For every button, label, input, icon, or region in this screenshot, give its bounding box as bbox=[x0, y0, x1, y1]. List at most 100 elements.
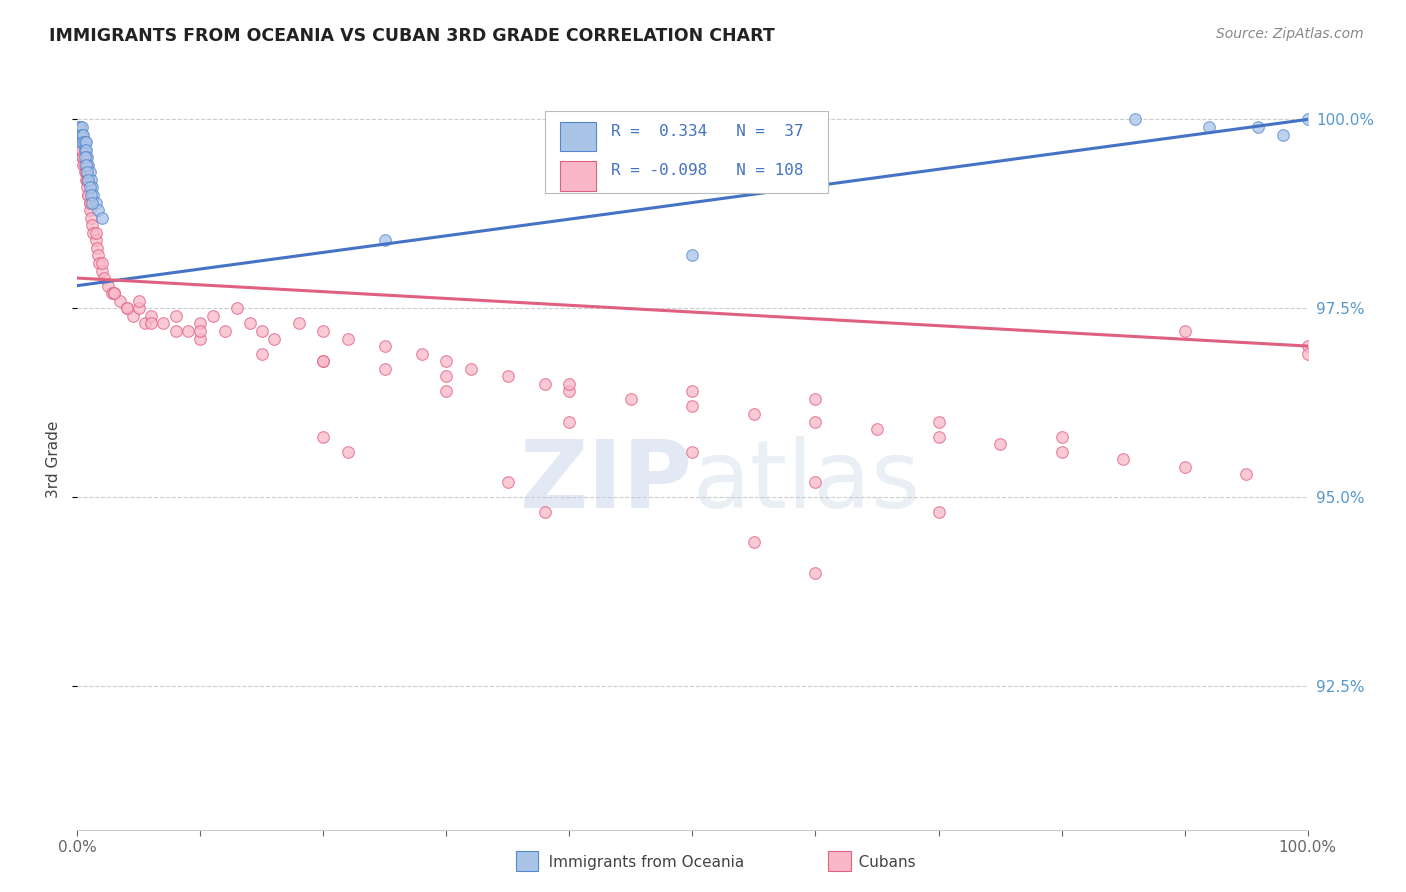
Y-axis label: 3rd Grade: 3rd Grade bbox=[46, 421, 62, 498]
Point bbox=[70, 135, 93, 149]
Point bbox=[110, 293, 132, 308]
Point bbox=[73, 165, 96, 179]
Point bbox=[1174, 459, 1197, 474]
Point bbox=[804, 475, 827, 489]
Text: ZIP: ZIP bbox=[520, 435, 693, 527]
Point bbox=[134, 317, 156, 331]
Point bbox=[80, 211, 103, 225]
Point bbox=[97, 278, 120, 293]
Point bbox=[250, 324, 273, 338]
Point bbox=[84, 233, 107, 247]
Point bbox=[79, 203, 101, 218]
Point bbox=[70, 128, 93, 142]
Point bbox=[75, 158, 97, 172]
Point bbox=[928, 505, 950, 519]
Point bbox=[73, 150, 96, 164]
Bar bbox=[560, 161, 596, 191]
Point bbox=[436, 369, 458, 384]
Point bbox=[436, 354, 458, 368]
Point bbox=[1125, 112, 1147, 127]
Point bbox=[188, 331, 212, 345]
Point bbox=[558, 384, 581, 399]
Point bbox=[312, 430, 335, 444]
Point bbox=[77, 158, 100, 172]
Point bbox=[70, 120, 93, 134]
Point bbox=[866, 422, 889, 436]
Point bbox=[804, 392, 827, 406]
Text: R =  0.334   N =  37: R = 0.334 N = 37 bbox=[612, 124, 804, 139]
Bar bbox=[828, 851, 851, 871]
Point bbox=[1296, 112, 1319, 127]
Point bbox=[72, 128, 94, 142]
Point bbox=[82, 195, 104, 210]
Point bbox=[76, 173, 98, 187]
Point bbox=[436, 384, 458, 399]
Bar bbox=[516, 851, 538, 871]
Point bbox=[214, 324, 236, 338]
Point bbox=[177, 324, 200, 338]
Point bbox=[84, 195, 107, 210]
Point bbox=[72, 135, 94, 149]
Point bbox=[67, 128, 90, 142]
Point bbox=[103, 286, 125, 301]
Point bbox=[82, 218, 104, 232]
Point bbox=[115, 301, 138, 316]
Point bbox=[928, 415, 950, 429]
Point bbox=[82, 188, 104, 202]
Point bbox=[69, 120, 91, 134]
Point bbox=[263, 331, 285, 345]
Point bbox=[70, 128, 93, 142]
Point bbox=[804, 566, 827, 580]
Point bbox=[1234, 467, 1257, 482]
Point bbox=[90, 263, 114, 277]
Point bbox=[337, 331, 360, 345]
Point bbox=[312, 354, 335, 368]
Point bbox=[128, 301, 150, 316]
Point bbox=[69, 128, 91, 142]
Point bbox=[928, 430, 950, 444]
Text: atlas: atlas bbox=[693, 435, 921, 527]
Point bbox=[80, 173, 103, 187]
Point bbox=[76, 158, 98, 172]
Point bbox=[73, 135, 96, 149]
Text: Source: ZipAtlas.com: Source: ZipAtlas.com bbox=[1216, 27, 1364, 41]
Point bbox=[73, 158, 96, 172]
Point bbox=[1296, 346, 1319, 360]
Point bbox=[742, 407, 765, 421]
Point bbox=[101, 286, 124, 301]
Point bbox=[70, 143, 93, 157]
Point bbox=[620, 392, 643, 406]
Point bbox=[75, 135, 97, 149]
Point bbox=[374, 361, 396, 376]
Point bbox=[84, 226, 107, 240]
Point bbox=[742, 535, 765, 549]
Point bbox=[115, 301, 138, 316]
Point bbox=[73, 143, 96, 157]
Point bbox=[90, 211, 114, 225]
Point bbox=[82, 226, 104, 240]
Point bbox=[79, 180, 101, 194]
Text: R = -0.098   N = 108: R = -0.098 N = 108 bbox=[612, 163, 804, 178]
Point bbox=[76, 150, 98, 164]
Text: Immigrants from Oceania: Immigrants from Oceania bbox=[534, 855, 745, 870]
Point bbox=[87, 248, 110, 262]
Point bbox=[75, 143, 97, 157]
Point bbox=[72, 135, 94, 149]
Point bbox=[682, 400, 704, 414]
Point bbox=[79, 195, 101, 210]
Point bbox=[496, 369, 519, 384]
Point bbox=[1272, 128, 1295, 142]
Point bbox=[86, 241, 108, 255]
Point bbox=[165, 324, 187, 338]
Point bbox=[70, 150, 93, 164]
Point bbox=[534, 505, 557, 519]
Point bbox=[80, 188, 103, 202]
Point bbox=[988, 437, 1011, 451]
Point bbox=[76, 165, 98, 179]
Text: Cubans: Cubans bbox=[844, 855, 915, 870]
Point bbox=[682, 384, 704, 399]
Point bbox=[374, 339, 396, 353]
Point bbox=[804, 415, 827, 429]
Point bbox=[682, 248, 704, 262]
Point bbox=[89, 256, 111, 270]
